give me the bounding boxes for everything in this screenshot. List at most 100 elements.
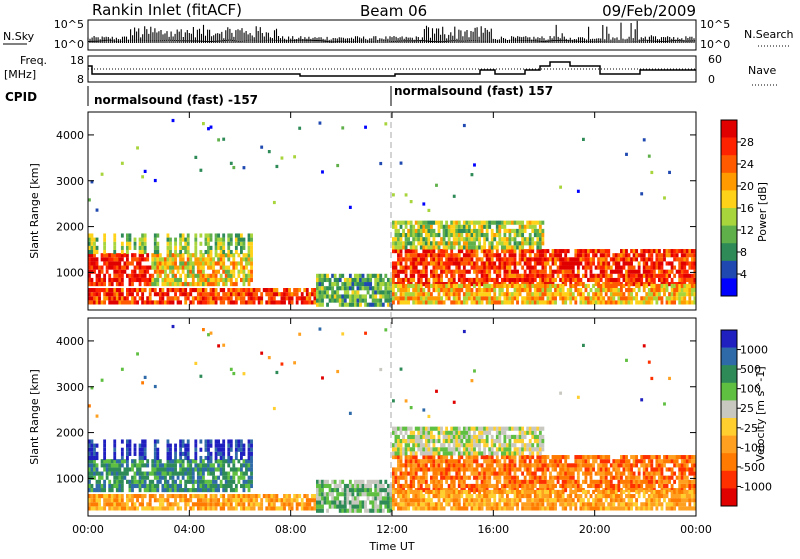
heatmap-cell [126, 274, 129, 278]
heatmap-cell [514, 451, 517, 455]
heatmap-cell [521, 249, 524, 253]
heatmap-cell [516, 278, 519, 282]
heatmap-cell [384, 122, 387, 125]
heatmap-cell [468, 261, 471, 265]
heatmap-cell [217, 463, 220, 467]
heatmap-cell [222, 484, 225, 488]
heatmap-cell [597, 261, 600, 265]
heatmap-cell [405, 427, 408, 431]
heatmap-cell [316, 303, 319, 307]
heatmap-cell [354, 484, 357, 488]
heatmap-cell [445, 451, 448, 455]
heatmap-cell [473, 431, 476, 435]
heatmap-cell [491, 261, 494, 265]
heatmap-cell [572, 278, 575, 282]
heatmap-cell [339, 500, 342, 504]
heatmap-cell [638, 284, 641, 288]
heatmap-cell [557, 266, 560, 270]
heatmap-cell [509, 472, 512, 476]
heatmap-cell [481, 498, 484, 502]
heatmap-cell [144, 278, 147, 282]
heatmap-cell [225, 278, 228, 282]
heatmap-cell [496, 459, 499, 463]
heatmap-cell [478, 241, 481, 245]
heatmap-cell [187, 452, 190, 456]
heatmap-cell [529, 284, 532, 288]
heatmap-cell [336, 286, 339, 290]
heatmap-cell [106, 463, 109, 467]
heatmap-cell [222, 257, 225, 261]
heatmap-cell [397, 439, 400, 443]
heatmap-cell [524, 463, 527, 467]
heatmap-cell [392, 498, 395, 502]
heatmap-cell [136, 472, 139, 476]
heatmap-cell [372, 299, 375, 303]
heatmap-cell [417, 296, 420, 300]
heatmap-cell [488, 494, 491, 498]
heatmap-cell [182, 238, 185, 242]
heatmap-cell [146, 270, 149, 274]
heatmap-cell [503, 245, 506, 249]
heatmap-cell [402, 463, 405, 467]
heatmap-cell [319, 294, 322, 298]
heatmap-cell [240, 233, 243, 237]
heatmap-cell [577, 253, 580, 257]
heatmap-cell [108, 463, 111, 467]
heatmap-cell [503, 431, 506, 435]
heatmap-cell [136, 498, 139, 502]
heatmap-cell [559, 296, 562, 300]
heatmap-cell [273, 201, 276, 204]
heatmap-cell [248, 242, 251, 246]
heatmap-cell [116, 278, 119, 282]
heatmap-cell [443, 241, 446, 245]
heatmap-cell [610, 284, 613, 288]
heatmap-cell [235, 502, 238, 506]
heatmap-cell [521, 284, 524, 288]
heatmap-cell [207, 300, 210, 304]
heatmap-cell [243, 266, 246, 270]
heatmap-cell [230, 439, 233, 443]
heatmap-cell [227, 270, 230, 274]
heatmap-cell [506, 502, 509, 506]
heatmap-cell [526, 467, 529, 471]
heatmap-cell [392, 506, 395, 510]
heatmap-cell [676, 257, 679, 261]
heatmap-cell [567, 257, 570, 261]
heatmap-cell [106, 253, 109, 257]
heatmap-cell [448, 229, 451, 233]
heatmap-cell [521, 278, 524, 282]
heatmap-cell [443, 229, 446, 233]
heatmap-cell [645, 261, 648, 265]
heatmap-cell [339, 286, 342, 290]
heatmap-cell [334, 294, 337, 298]
heatmap-cell [326, 294, 329, 298]
heatmap-cell [139, 250, 142, 254]
heatmap-cell [458, 455, 461, 459]
heatmap-cell [435, 463, 438, 467]
heatmap-cell [460, 261, 463, 265]
heatmap-cell [668, 292, 671, 296]
heatmap-cell [395, 274, 398, 278]
heatmap-cell [384, 328, 387, 331]
heatmap-cell [134, 484, 137, 488]
heatmap-cell [397, 502, 400, 506]
heatmap-cell [268, 296, 271, 300]
heatmap-cell [227, 266, 230, 270]
heatmap-cell [455, 296, 458, 300]
heatmap-cell [227, 242, 230, 246]
heatmap-cell [478, 278, 481, 282]
heatmap-cell [691, 300, 694, 304]
heatmap-cell [227, 246, 230, 250]
heatmap-cell [430, 447, 433, 451]
heatmap-cell [582, 296, 585, 300]
heatmap-cell [111, 278, 114, 282]
heatmap-cell [136, 146, 139, 149]
heatmap-cell [96, 250, 99, 254]
heatmap-cell [417, 278, 420, 282]
heatmap-cell [141, 452, 144, 456]
heatmap-cell [405, 241, 408, 245]
heatmap-cell [161, 506, 164, 510]
heatmap-cell [450, 476, 453, 480]
heatmap-cell [465, 435, 468, 439]
heatmap-cell [661, 288, 664, 292]
